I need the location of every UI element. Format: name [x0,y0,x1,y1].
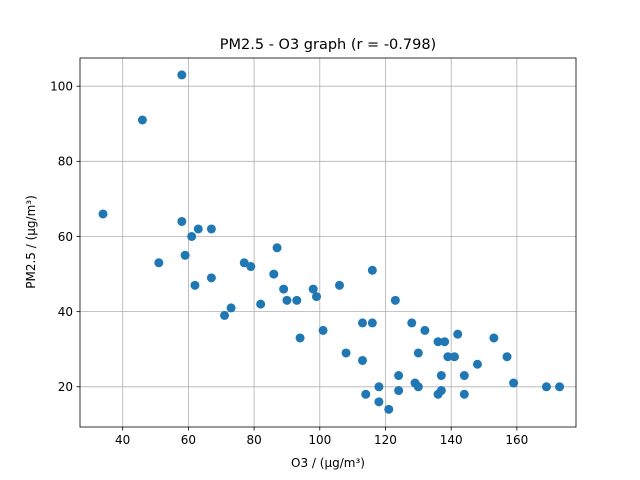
data-point [374,382,384,392]
data-point [453,329,463,339]
data-point [272,243,282,253]
y-axis-label: PM2.5 / (μg/m³) [24,195,38,289]
data-points [98,70,565,414]
data-point [98,209,108,219]
data-point [394,371,404,381]
data-point [459,389,469,399]
data-point [193,224,203,234]
data-point [541,382,551,392]
y-tick-label: 60 [58,230,73,244]
data-point [269,269,279,279]
data-point [502,352,512,362]
data-point [282,295,292,305]
data-point [190,280,200,290]
data-point [292,295,302,305]
x-tick-label: 120 [374,433,397,447]
data-point [318,325,328,335]
data-point [394,386,404,396]
data-point [220,310,230,320]
data-point [295,333,305,343]
data-point [390,295,400,305]
data-point [472,359,482,369]
x-tick-label: 160 [505,433,528,447]
x-tick-label: 60 [181,433,196,447]
data-point [334,280,344,290]
data-point [367,265,377,275]
data-point [312,292,322,302]
plot-frame [79,57,577,428]
data-point [246,262,256,272]
data-point [433,389,443,399]
data-point [137,115,147,125]
x-tick-label: 80 [246,433,261,447]
x-tick-label: 40 [115,433,130,447]
y-tick-label: 80 [58,155,73,169]
data-point [154,258,164,268]
grid-lines [80,58,576,427]
data-point [413,382,423,392]
chart-title: PM2.5 - O3 graph (r = -0.798) [220,37,436,53]
data-point [407,318,417,328]
data-point [489,333,499,343]
x-axis-label: O3 / (μg/m³) [291,456,365,470]
data-point [420,325,430,335]
data-point [433,337,443,347]
data-point [509,378,519,388]
data-point [374,397,384,407]
y-tick-label: 20 [58,380,73,394]
data-point [357,318,367,328]
data-point [256,299,266,309]
data-point [459,371,469,381]
data-point [436,371,446,381]
data-point [279,284,289,294]
data-point [361,389,371,399]
data-point [308,284,318,294]
x-tick-label: 100 [308,433,331,447]
data-point [384,404,394,414]
data-point [357,355,367,365]
x-tick-label: 140 [440,433,463,447]
data-point [341,348,351,358]
data-point [180,250,190,260]
data-point [367,318,377,328]
data-point [413,348,423,358]
data-point [177,70,187,80]
data-point [449,352,459,362]
data-point [440,337,450,347]
data-point [226,303,236,313]
y-tick-label: 100 [50,79,73,93]
y-tick-label: 40 [58,305,73,319]
data-point [555,382,565,392]
data-point [239,258,249,268]
data-point [206,224,216,234]
data-point [443,352,453,362]
axis-ticks: 40 60 80 100 120 140 160 20 40 60 80 100 [50,79,528,447]
data-point [206,273,216,283]
data-point [187,231,197,241]
data-point [177,216,187,226]
